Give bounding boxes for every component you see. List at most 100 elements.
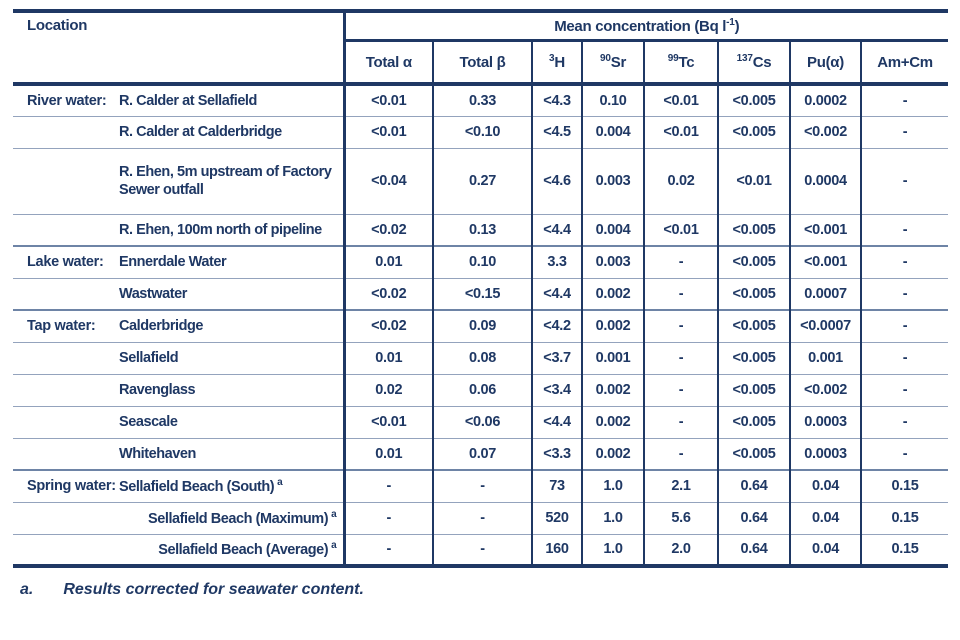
value-cell: 0.15 (859, 501, 949, 534)
location-name: Calderbridge (119, 318, 204, 335)
value-cell: 2.0 (643, 533, 718, 566)
value-cell: - (643, 341, 718, 374)
location-name: Ravenglass (119, 381, 196, 398)
value-cell: 1.0 (581, 501, 644, 534)
location-name: Sellafield Beach (Maximum) a (148, 508, 337, 527)
location-name: Sellafield Beach (South) a (119, 476, 283, 495)
value-cell: <0.005 (717, 245, 790, 278)
value-cell: 0.002 (581, 277, 644, 310)
value-cell: - (432, 469, 532, 502)
value-cell: 0.04 (789, 501, 861, 534)
location-name: Whitehaven (119, 445, 196, 462)
table-row: Ravenglass 0.02 0.06 <3.4 0.002- <0.005 <0.002… (13, 373, 949, 406)
location-category: River water: (27, 92, 107, 109)
value-cell: - (432, 501, 532, 534)
table-row: Seascale <0.01 <0.06 <4.4 0.002- <0.005 0.0003… (13, 405, 949, 438)
value-cell: <4.4 (531, 213, 582, 246)
value-cell: - (859, 245, 949, 278)
location-cell: Sellafield Beach (Maximum) a (13, 501, 344, 534)
table-row: Sellafield Beach (Average) a - -160 1.0 2.0 0.… (13, 533, 949, 566)
value-cell: 0.07 (432, 437, 532, 470)
value-cell: <0.005 (717, 213, 790, 246)
location-cell: Whitehaven (13, 437, 344, 470)
footnote: a. Results corrected for seawater content… (20, 581, 960, 599)
value-cell: 73 (531, 469, 582, 502)
value-cell: <0.001 (789, 213, 861, 246)
mean-concentration-table: Location Mean concentration (Bq l-1) Tot… (13, 9, 949, 568)
column-header-cs: 137Cs (717, 40, 790, 86)
value-cell: 0.27 (432, 147, 532, 214)
column-header-pu-: Pu(α) (789, 40, 861, 86)
value-cell: 0.004 (581, 115, 644, 148)
location-cell: R. Ehen, 100m north of pipeline (13, 213, 344, 246)
table-row: Sellafield 0.01 0.08 <3.7 0.001- <0.005 0.001- (13, 341, 949, 374)
location-cell: River water: R. Calder at Sellafield (13, 83, 344, 116)
value-cell: <0.01 (342, 83, 433, 116)
value-cell: 0.01 (342, 437, 433, 470)
value-cell: 0.02 (643, 147, 718, 214)
footnote-marker: a. (20, 581, 34, 598)
location-cell: Spring water: Sellafield Beach (South) a (13, 469, 344, 502)
header-row-top: Location Mean concentration (Bq l-1) (13, 11, 949, 86)
value-cell: - (643, 437, 718, 470)
value-cell: 0.003 (581, 245, 644, 278)
value-cell: <3.4 (531, 373, 582, 406)
value-cell: 0.0002 (789, 83, 861, 116)
value-cell: 0.002 (581, 373, 644, 406)
location-category: Lake water: (27, 254, 104, 271)
value-cell: - (432, 533, 532, 566)
isotope-superscript: 137 (736, 53, 753, 64)
value-cell: <0.005 (717, 83, 790, 116)
column-header-sr: 90Sr (581, 40, 644, 86)
value-cell: 160 (531, 533, 582, 566)
value-cell: - (643, 405, 718, 438)
location-name: Sellafield Beach (Average) a (158, 539, 337, 558)
value-cell: - (342, 501, 433, 534)
value-cell: <0.002 (789, 373, 861, 406)
table-row: Whitehaven 0.01 0.07 <3.3 0.002- <0.005 0.0003… (13, 437, 949, 470)
table-row: Wastwater <0.02 <0.15 <4.4 0.002- <0.005 0.000… (13, 277, 949, 310)
value-cell: - (859, 83, 949, 116)
value-cell: <0.02 (342, 309, 433, 342)
value-cell: 0.0004 (789, 147, 861, 214)
value-cell: <0.005 (717, 373, 790, 406)
table-row: R. Ehen, 100m north of pipeline <0.02 0.13… (13, 213, 949, 246)
value-cell: <0.01 (643, 213, 718, 246)
value-cell: <3.3 (531, 437, 582, 470)
value-cell: - (859, 277, 949, 310)
column-header-h: 3H (531, 40, 582, 86)
value-cell: 5.6 (643, 501, 718, 534)
value-cell: - (643, 245, 718, 278)
footnote-ref: a (277, 476, 283, 488)
value-cell: <0.01 (643, 83, 718, 116)
value-cell: 0.13 (432, 213, 532, 246)
location-cell: R. Calder at Calderbridge (13, 115, 344, 148)
value-cell: - (859, 213, 949, 246)
value-cell: - (342, 469, 433, 502)
value-cell: 0.0007 (789, 277, 861, 310)
value-cell: <0.005 (717, 309, 790, 342)
value-cell: 0.002 (581, 405, 644, 438)
location-cell: Seascale (13, 405, 344, 438)
value-cell: <4.4 (531, 405, 582, 438)
location-cell: R. Ehen, 5m upstream of Factory Sewer ou… (13, 147, 344, 214)
value-cell: 0.15 (859, 533, 949, 566)
value-cell: <0.04 (342, 147, 433, 214)
value-cell: - (643, 373, 718, 406)
value-cell: 0.02 (342, 373, 433, 406)
footnote-text: Results corrected for seawater content. (63, 581, 364, 598)
table-row: Lake water: Ennerdale Water 0.01 0.10 3.3 0.0… (13, 245, 949, 278)
location-name: R. Ehen, 100m north of pipeline (119, 221, 322, 238)
value-cell: <0.06 (432, 405, 532, 438)
value-cell: - (342, 533, 433, 566)
column-header-am-cm: Am+Cm (859, 40, 949, 86)
value-cell: 0.003 (581, 147, 644, 214)
mean-concentration-header: Mean concentration (Bq l-1) (342, 11, 949, 42)
value-cell: 0.01 (342, 341, 433, 374)
value-cell: 0.01 (342, 245, 433, 278)
value-cell: 0.0003 (789, 437, 861, 470)
location-name: Sellafield (119, 349, 179, 366)
location-name: Ennerdale Water (119, 254, 227, 271)
value-cell: - (859, 437, 949, 470)
value-cell: - (643, 277, 718, 310)
